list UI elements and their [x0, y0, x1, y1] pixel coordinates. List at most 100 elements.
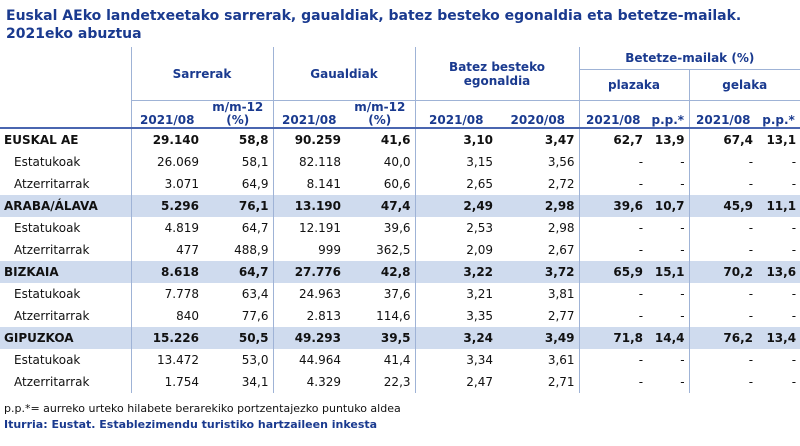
cell-pl-pp: 15,1: [647, 261, 690, 283]
row-label: EUSKAL AE: [0, 127, 131, 151]
table-row: Estatukoak 4.819 64,7 12.191 39,6 2,53 2,98- - -…: [0, 217, 800, 239]
row-label: Atzerritarrak: [14, 309, 90, 323]
col-sarrerak-2021: 2021/08: [130, 100, 203, 128]
row-label: GIPUZKOA: [0, 327, 131, 349]
cell-pl: -: [578, 349, 648, 371]
cell-gau-pct: 114,6: [376, 309, 411, 323]
cell-eg20: 3,81: [547, 287, 575, 301]
header-gelaka: gelaka: [688, 69, 800, 101]
cell-pl: -: [578, 371, 648, 393]
cell-sar: 13.472: [130, 349, 203, 371]
row-label: Estatukoak: [14, 155, 81, 169]
cell-eg21: 2,09: [414, 239, 498, 261]
cell-eg20: 3,49: [497, 327, 580, 349]
table-row: Estatukoak 13.472 53,0 44.964 41,4 3,34 3,61- -…: [0, 349, 800, 371]
col-sarrerak-mm12: m/m-12 (%): [212, 100, 264, 127]
cell-eg21: 3,15: [414, 151, 498, 173]
cell-ge: 45,9: [688, 195, 758, 217]
col-egonaldia-2021: 2021/08: [414, 100, 498, 128]
cell-sar-pct: 50,5: [203, 327, 273, 349]
row-label: ARABA/ÁLAVA: [0, 195, 131, 217]
cell-sar: 8.618: [130, 261, 203, 283]
cell-eg20: 3,47: [497, 127, 580, 151]
cell-eg21: 2,53: [414, 217, 498, 239]
cell-gau-pct: 362,5: [376, 243, 411, 257]
cell-sar-pct: 77,6: [241, 309, 269, 323]
cell-gau-pct: 37,6: [383, 287, 411, 301]
table-row: Atzerritarrak 840 77,6 2.813 114,6 3,35 2,77- -…: [0, 305, 800, 327]
cell-sar-pct: 34,1: [241, 375, 269, 389]
cell-gau: 12.191: [272, 217, 345, 239]
row-label: Atzerritarrak: [14, 243, 90, 257]
table-row: Atzerritarrak 477 488,9 999 362,5 2,09 2,67- - -…: [0, 239, 800, 261]
cell-eg20: 3,72: [497, 261, 580, 283]
cell-eg20: 3,56: [547, 155, 575, 169]
header-betetze: Betetze-mailak (%): [578, 47, 800, 70]
cell-pl: 71,8: [578, 327, 648, 349]
cell-gau-pct: 42,8: [345, 261, 416, 283]
table-row: Atzerritarrak 1.754 34,1 4.329 22,3 2,47 2,71-…: [0, 371, 800, 393]
cell-pl-pp: -: [680, 221, 685, 235]
cell-sar: 477: [130, 239, 203, 261]
cell-gau: 8.141: [272, 173, 345, 195]
cell-gau-pct: 40,0: [383, 155, 411, 169]
cell-gau-pct: 41,4: [383, 353, 411, 367]
cell-pl: -: [578, 283, 648, 305]
cell-ge-pp: -: [791, 221, 797, 235]
cell-pl-pp: -: [680, 309, 685, 323]
cell-ge: -: [688, 239, 758, 261]
cell-ge: -: [688, 305, 758, 327]
cell-pl: -: [578, 173, 648, 195]
header-plazaka: plazaka: [578, 69, 690, 101]
cell-eg21: 3,10: [414, 127, 498, 151]
cell-ge-pp: -: [791, 287, 797, 301]
cell-ge: 76,2: [688, 327, 758, 349]
cell-pl: 39,6: [578, 195, 648, 217]
cell-sar: 4.819: [130, 217, 203, 239]
cell-gau: 44.964: [272, 349, 345, 371]
cell-sar: 840: [130, 305, 203, 327]
cell-ge-pp: 13,1: [757, 127, 800, 151]
table-group-row: GIPUZKOA 15.226 50,5 49.293 39,5 3,24 3,49 71,8…: [0, 327, 800, 349]
cell-pl-pp: 14,4: [647, 327, 690, 349]
cell-eg20: 2,77: [547, 309, 575, 323]
cell-pl-pp: -: [680, 177, 685, 191]
cell-pl-pp: -: [680, 243, 685, 257]
col-egonaldia-2020: 2020/08: [510, 113, 566, 127]
cell-gau-pct: 47,4: [345, 195, 416, 217]
cell-ge-pp: 13,4: [757, 327, 800, 349]
cell-gau: 4.329: [272, 371, 345, 393]
col-gaualdiak-mm12: m/m-12 (%): [354, 100, 406, 127]
cell-sar-pct: 488,9: [234, 243, 269, 257]
header-egonaldia: Batez besteko egonaldia: [414, 47, 580, 101]
cell-sar-pct: 64,7: [203, 261, 273, 283]
cell-pl: -: [578, 239, 648, 261]
stats-table: Sarrerak Gaualdiak Batez besteko egonald…: [0, 47, 800, 393]
cell-eg20: 2,71: [547, 375, 575, 389]
cell-sar: 7.778: [130, 283, 203, 305]
header-corner-2: [0, 70, 131, 101]
cell-ge: 67,4: [688, 127, 758, 151]
cell-gau: 82.118: [272, 151, 345, 173]
table-row: Atzerritarrak 3.071 64,9 8.141 60,6 2,65 2,72-…: [0, 173, 800, 195]
table-group-row: EUSKAL AE 29.140 58,8 90.259 41,6 3,10 3,47 62,…: [0, 127, 800, 151]
cell-ge-pp: -: [791, 155, 797, 169]
cell-eg21: 3,34: [414, 349, 498, 371]
row-label: Estatukoak: [14, 353, 81, 367]
cell-pl-pp: -: [680, 155, 685, 169]
table-group-row: ARABA/ÁLAVA 5.296 76,1 13.190 47,4 2,49 2,98 39…: [0, 195, 800, 217]
cell-gau-pct: 41,6: [345, 127, 416, 151]
table-row: Estatukoak 26.069 58,1 82.118 40,0 3,15 3,56 - -…: [0, 151, 800, 173]
cell-sar: 26.069: [130, 151, 203, 173]
cell-sar-pct: 58,1: [241, 155, 269, 169]
table-row: Estatukoak 7.778 63,4 24.963 37,6 3,21 3,81- - -…: [0, 283, 800, 305]
row-label: Atzerritarrak: [14, 375, 90, 389]
page-title: Euskal AEko landetxeetako sarrerak, gaua…: [6, 8, 742, 42]
cell-gau-pct: 39,5: [345, 327, 416, 349]
cell-eg21: 3,22: [414, 261, 498, 283]
cell-sar-pct: 58,8: [203, 127, 273, 151]
header-gaualdiak: Gaualdiak: [272, 47, 416, 101]
col-plazaka-pp: p.p.*: [651, 113, 685, 127]
header-corner: [0, 47, 131, 70]
cell-ge-pp: -: [791, 177, 797, 191]
